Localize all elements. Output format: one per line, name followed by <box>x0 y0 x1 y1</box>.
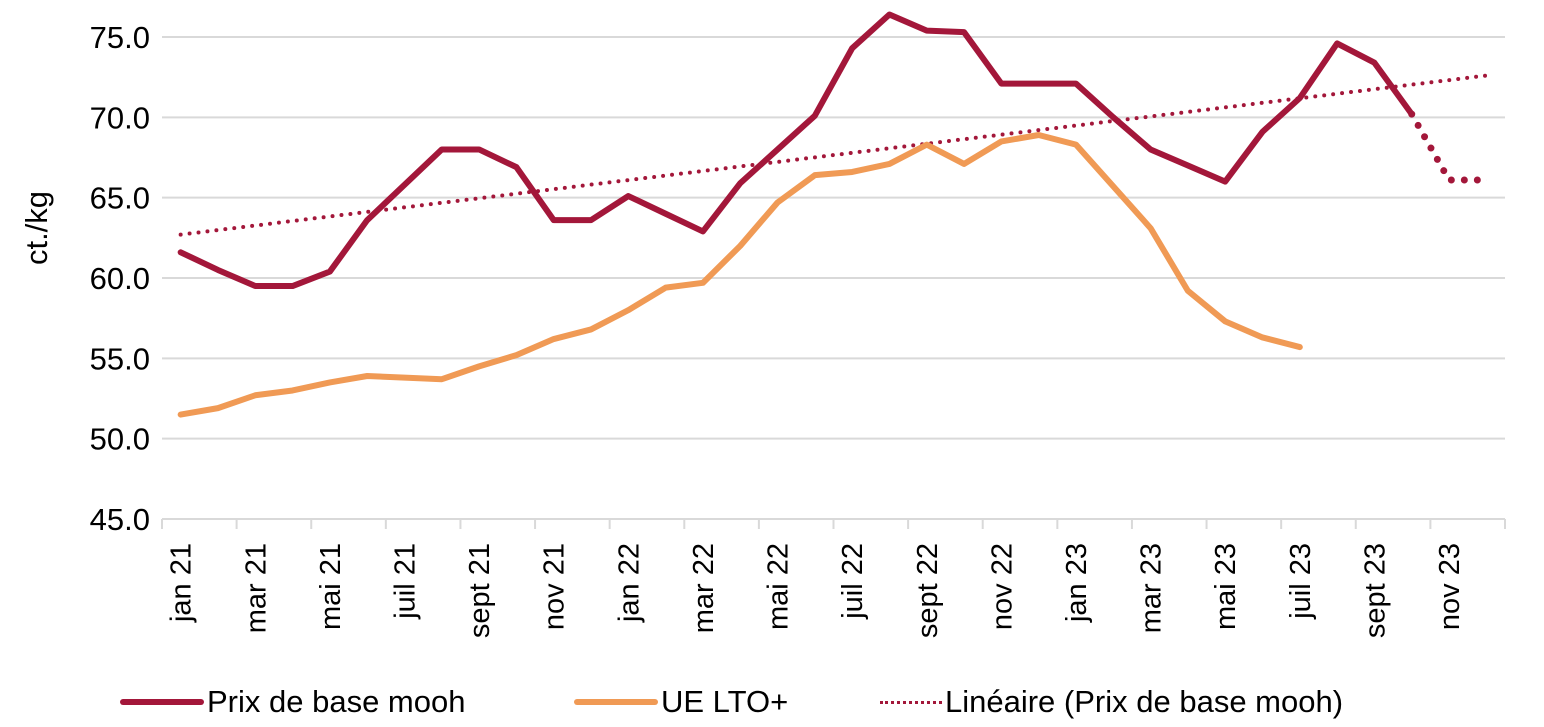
legend-item-lineaire: Linéaire (Prix de base mooh) <box>880 684 1343 720</box>
legend-item-ue-lto: UE LTO+ <box>574 684 788 720</box>
y-tick-label: 50.0 <box>90 422 150 457</box>
x-tick-label: mar 21 <box>240 543 272 633</box>
x-tick-label: jan 22 <box>613 543 645 623</box>
legend-swatch-solid-orange <box>574 699 658 705</box>
trendline-lineaire <box>178 73 1489 237</box>
x-tick-label: sept 23 <box>1359 543 1391 638</box>
x-tick-label: mai 23 <box>1210 543 1242 630</box>
x-axis: jan 21 mar 21 mai 21 juil 21 sept 21 nov 21 ja… <box>161 519 1506 638</box>
x-tick-label: nov 23 <box>1434 543 1466 630</box>
x-tick-label: nov 22 <box>986 543 1018 630</box>
y-tick-label: 65.0 <box>90 181 150 216</box>
x-tick-label: juil 23 <box>1285 543 1317 620</box>
series-prix-de-base <box>177 11 1415 290</box>
legend-label: Prix de base mooh <box>207 684 466 719</box>
y-tick-label: 60.0 <box>90 261 150 296</box>
x-tick-label: nov 21 <box>539 543 571 630</box>
series-prix-forecast <box>1408 110 1490 184</box>
x-tick-label: mai 22 <box>763 543 795 630</box>
y-axis-title: ct./kg <box>19 191 54 265</box>
legend-label: UE LTO+ <box>661 684 789 719</box>
x-tick-label: juil 22 <box>837 543 869 620</box>
y-tick-label: 75.0 <box>90 20 150 55</box>
x-tick-label: sept 21 <box>464 543 496 638</box>
y-axis: 45.0 50.0 55.0 60.0 65.0 70.0 75.0 <box>90 20 150 537</box>
x-tick-label: jan 23 <box>1061 543 1093 623</box>
x-tick-label: jan 21 <box>166 543 198 623</box>
y-tick-label: 70.0 <box>90 100 150 135</box>
x-tick-label: mai 21 <box>315 543 347 630</box>
legend: Prix de base mooh UE LTO+ Linéaire (Prix… <box>0 684 1544 727</box>
y-tick-label: 45.0 <box>90 502 150 537</box>
legend-swatch-solid-red <box>120 699 204 705</box>
legend-item-prix-de-base: Prix de base mooh <box>120 684 465 720</box>
legend-swatch-dotted-red <box>880 700 942 704</box>
x-tick-label: sept 22 <box>912 543 944 638</box>
legend-label: Linéaire (Prix de base mooh) <box>945 684 1344 719</box>
y-tick-label: 55.0 <box>90 341 150 376</box>
series-ue-lto <box>177 132 1303 418</box>
x-tick-label: juil 21 <box>389 543 421 620</box>
x-tick-label: mar 22 <box>688 543 720 633</box>
gridlines <box>162 36 1505 520</box>
series-group <box>177 11 1490 418</box>
x-tick-label: mar 23 <box>1136 543 1168 633</box>
